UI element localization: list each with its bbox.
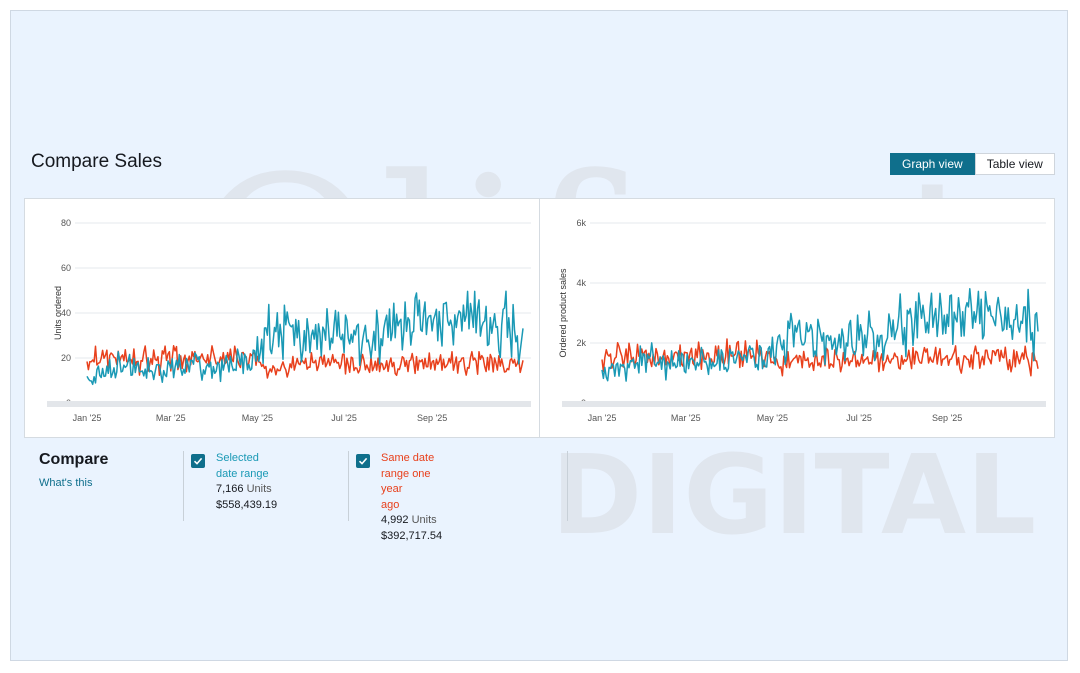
x-tick-label: Jan '25	[73, 413, 102, 423]
table-view-button[interactable]: Table view	[974, 153, 1055, 175]
y-tick-label: 6k	[576, 218, 586, 228]
page-frame: Olifant DIGITAL Compare Sales Graph view…	[10, 10, 1068, 661]
selected-range-label: Selected date range	[216, 452, 269, 480]
series-line-previous	[601, 338, 1039, 377]
watermark-sub-text: DIGITAL	[551, 431, 1036, 559]
previous-range-checkbox[interactable]	[356, 454, 370, 468]
compare-section: Compare What's this	[39, 451, 108, 489]
check-icon	[193, 457, 203, 465]
x-tick-label: May '25	[757, 413, 788, 423]
series-line-selected	[601, 287, 1039, 382]
x-tick-label: May '25	[242, 413, 273, 423]
y-tick-label: 80	[61, 218, 71, 228]
previous-range-units: 4,992 Units	[381, 513, 442, 529]
y-tick-label: 4k	[576, 278, 586, 288]
selected-range-checkbox[interactable]	[191, 454, 205, 468]
chart-divider	[539, 199, 540, 437]
x-axis-band	[562, 401, 1046, 407]
previous-range-label-line1: Same date range one year	[381, 452, 435, 495]
selected-units-value: 7,166	[216, 483, 244, 495]
previous-range-sales: $392,717.54	[381, 529, 443, 542]
graph-view-button[interactable]: Graph view	[890, 153, 975, 175]
selected-range-text: Selected date range 7,166 Units $558,439…	[216, 451, 277, 513]
selected-units-label: Units	[246, 483, 272, 495]
y-tick-label: 60	[61, 263, 71, 273]
y-tick-label: 40	[61, 308, 71, 318]
legend-separator	[348, 451, 349, 521]
x-tick-label: Mar '25	[156, 413, 186, 423]
view-toggle: Graph view Table view	[890, 153, 1055, 175]
legend-separator	[567, 451, 568, 521]
x-tick-label: Sep '25	[417, 413, 447, 423]
previous-range-label-line2: ago	[381, 498, 400, 511]
legend-separator	[183, 451, 184, 521]
y-tick-label: 2k	[576, 338, 586, 348]
selected-range-sales: $558,439.19	[216, 498, 278, 511]
x-tick-label: Mar '25	[671, 413, 701, 423]
x-tick-label: Jan '25	[588, 413, 617, 423]
y-axis-label: Units ordered	[53, 286, 63, 340]
check-icon	[358, 457, 368, 465]
y-tick-label: 20	[61, 353, 71, 363]
compare-title: Compare	[39, 451, 109, 468]
y-axis-label: Ordered product sales	[558, 268, 568, 358]
previous-units-value: 4,992	[381, 514, 409, 526]
page-title: Compare Sales	[31, 151, 162, 172]
selected-range-units: 7,166 Units	[216, 482, 277, 498]
previous-range-text: Same date range one year ago 4,992 Units…	[381, 451, 442, 544]
series-line-previous	[86, 345, 524, 379]
x-tick-label: Sep '25	[932, 413, 962, 423]
series-line-selected	[86, 290, 524, 386]
x-axis-band	[47, 401, 531, 407]
x-tick-label: Jul '25	[846, 413, 872, 423]
whats-this-link[interactable]: What's this	[39, 477, 93, 489]
previous-units-label: Units	[411, 514, 437, 526]
x-tick-label: Jul '25	[331, 413, 357, 423]
